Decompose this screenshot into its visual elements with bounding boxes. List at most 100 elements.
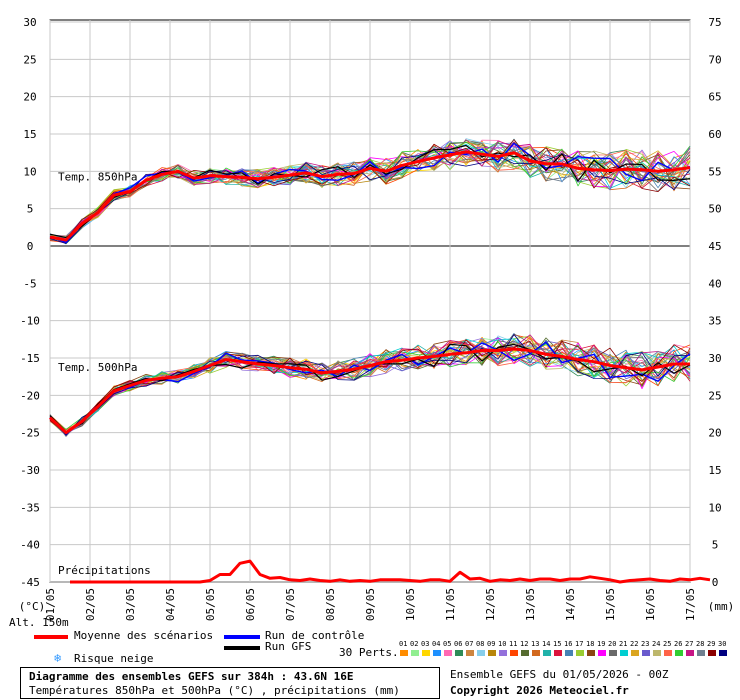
control-legend-swatch xyxy=(224,635,260,639)
x-tick-label: 13/05 xyxy=(524,588,537,621)
x-tick-label: 08/05 xyxy=(324,588,337,621)
t850-mean-line xyxy=(49,150,691,242)
footer-title-box: Diagramme des ensembles GEFS sur 384h : … xyxy=(20,667,440,699)
x-tick-label: 17/05 xyxy=(684,588,697,621)
pert-swatch xyxy=(598,650,606,656)
y-left-tick: -30 xyxy=(20,464,40,477)
y-left-tick: -35 xyxy=(20,501,40,514)
pert-number: 09 xyxy=(487,640,496,648)
gfs-legend-label: Run GFS xyxy=(265,640,312,653)
pert-number: 22 xyxy=(630,640,639,648)
footer-subtitle: Températures 850hPa et 500hPa (°C) , pré… xyxy=(29,684,400,697)
pert-swatch xyxy=(543,650,551,656)
pert-number: 17 xyxy=(575,640,584,648)
pert-swatch xyxy=(466,650,474,656)
y-right-tick: 25 xyxy=(708,389,721,402)
control-legend-label: Run de contrôle xyxy=(265,629,365,642)
run-info: Ensemble GEFS du 01/05/2026 - 00Z xyxy=(450,668,669,681)
snow-legend-label: Risque neige xyxy=(74,652,154,665)
y-right-tick: 75 xyxy=(708,16,721,29)
mean-legend-label: Moyenne des scénarios xyxy=(74,629,214,642)
t500-member-line xyxy=(49,333,691,434)
pert-swatch xyxy=(576,650,584,656)
footer-title: Diagramme des ensembles GEFS sur 384h : … xyxy=(29,670,354,683)
pert-number: 26 xyxy=(674,640,683,648)
pert-swatch xyxy=(609,650,617,656)
pert-number: 10 xyxy=(498,640,507,648)
x-tick-label: 06/05 xyxy=(244,588,257,621)
y-left-tick: -5 xyxy=(23,277,36,290)
pert-swatch xyxy=(719,650,727,656)
x-tick-label: 14/05 xyxy=(564,588,577,621)
x-tick-label: 07/05 xyxy=(284,588,297,621)
pert-swatch xyxy=(631,650,639,656)
pert-number: 18 xyxy=(586,640,595,648)
pert-swatch xyxy=(620,650,628,656)
copyright: Copyright 2026 Meteociel.fr xyxy=(450,684,629,697)
y-right-tick: 35 xyxy=(708,315,721,328)
t850-member-line xyxy=(49,146,691,241)
x-tick-label: 15/05 xyxy=(604,588,617,621)
y-left-tick: 0 xyxy=(27,240,34,253)
x-tick-label: 02/05 xyxy=(84,588,97,621)
y-right-tick: 70 xyxy=(708,53,721,66)
y-right-tick: 30 xyxy=(708,352,721,365)
t500-mean-line xyxy=(48,347,690,435)
y-left-tick: -25 xyxy=(20,427,40,440)
pert-swatch xyxy=(411,650,419,656)
t850-member-line xyxy=(49,140,691,242)
pert-number: 16 xyxy=(564,640,573,648)
pert-number: 19 xyxy=(597,640,606,648)
y-left-tick: -10 xyxy=(20,315,40,328)
t500-member-line xyxy=(49,340,691,437)
x-tick-label: 10/05 xyxy=(404,588,417,621)
y-left-tick: 10 xyxy=(23,165,36,178)
pert-number: 03 xyxy=(421,640,430,648)
pert-swatch xyxy=(653,650,661,656)
pert-number: 01 xyxy=(399,640,408,648)
pert-number: 24 xyxy=(652,640,661,648)
pert-number: 14 xyxy=(542,640,551,648)
perts-label: 30 Perts. xyxy=(339,646,399,659)
y-right-tick: 50 xyxy=(708,203,721,216)
y-right-tick: 10 xyxy=(708,501,721,514)
pert-number: 12 xyxy=(520,640,529,648)
pert-swatch xyxy=(521,650,529,656)
pert-swatch xyxy=(642,650,650,656)
panel-label-precip: Précipitations xyxy=(58,564,151,577)
pert-swatch xyxy=(686,650,694,656)
pert-swatch xyxy=(510,650,518,656)
y-left-tick: 20 xyxy=(23,91,36,104)
t850-member-line xyxy=(49,141,691,240)
y-left-tick: -40 xyxy=(20,539,40,552)
mean-legend-swatch xyxy=(34,635,68,639)
pert-swatch xyxy=(587,650,595,656)
y-left-tick: 15 xyxy=(23,128,36,141)
pert-number: 11 xyxy=(509,640,518,648)
pert-swatch xyxy=(433,650,441,656)
y-left-tick: -20 xyxy=(20,389,40,402)
x-tick-label: 16/05 xyxy=(644,588,657,621)
pert-number: 07 xyxy=(465,640,474,648)
pert-number: 20 xyxy=(608,640,617,648)
y-left-tick: 25 xyxy=(23,53,36,66)
pert-number: 08 xyxy=(476,640,485,648)
t850-gfs-line xyxy=(49,144,691,239)
pert-number: 05 xyxy=(443,640,452,648)
pert-number: 30 xyxy=(718,640,727,648)
pert-swatch xyxy=(565,650,573,656)
pert-swatch xyxy=(455,650,463,656)
gfs-legend-swatch xyxy=(224,646,260,650)
snowflake-icon: ❄ xyxy=(54,651,62,665)
pert-swatch xyxy=(477,650,485,656)
pert-number: 13 xyxy=(531,640,540,648)
precip-mean-line xyxy=(70,559,711,584)
y-right-tick: 15 xyxy=(708,464,721,477)
x-tick-label: 03/05 xyxy=(124,588,137,621)
y-right-tick: 5 xyxy=(712,539,719,552)
y-right-unit: (mm) xyxy=(708,600,735,613)
x-tick-label: 05/05 xyxy=(204,588,217,621)
y-left-tick: 30 xyxy=(23,16,36,29)
pert-number: 25 xyxy=(663,640,672,648)
